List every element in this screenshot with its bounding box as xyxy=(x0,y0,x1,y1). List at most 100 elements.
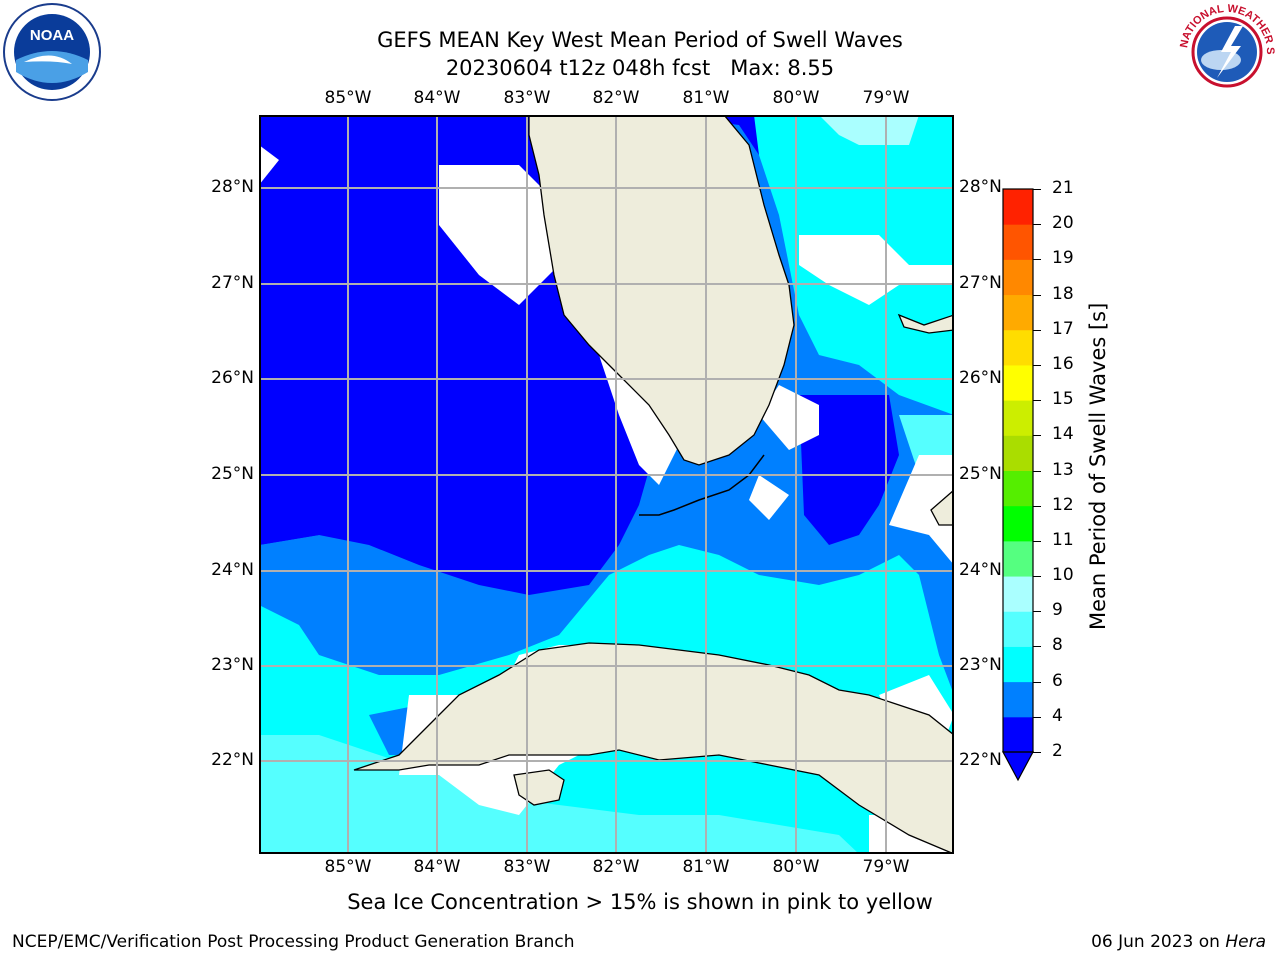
colorbar-tick xyxy=(1033,259,1041,261)
land-andros xyxy=(930,489,954,526)
chart-title: GEFS MEAN Key West Mean Period of Swell … xyxy=(0,26,1280,82)
map-panel xyxy=(259,115,954,854)
colorbar-cell xyxy=(1003,259,1033,296)
map-frame xyxy=(259,115,954,854)
colorbar-cell xyxy=(1003,505,1033,542)
lon-label-bottom: 84°W xyxy=(413,857,461,877)
colorbar-tick xyxy=(1033,540,1041,542)
lon-label-bottom: 81°W xyxy=(682,857,730,877)
land-bahamas xyxy=(897,313,954,334)
sea-ice-note: Sea Ice Concentration > 15% is shown in … xyxy=(347,890,933,914)
colorbar-tick xyxy=(1033,224,1041,226)
colorbar-tick xyxy=(1033,716,1041,718)
lat-label-left: 24°N xyxy=(211,560,254,580)
colorbar-tick-label: 17 xyxy=(1052,318,1074,339)
colorbar-tick xyxy=(1033,752,1041,753)
colorbar-tick xyxy=(1033,189,1041,190)
colorbar-tick xyxy=(1033,364,1041,366)
lon-label-top: 79°W xyxy=(862,88,910,108)
lat-label-right: 24°N xyxy=(959,560,1002,580)
lat-label-right: 22°N xyxy=(959,750,1002,770)
footer-host: Hera xyxy=(1225,932,1266,952)
colorbar-tick-label: 19 xyxy=(1052,248,1074,269)
lat-label-right: 25°N xyxy=(959,464,1002,484)
colorbar-tick xyxy=(1033,611,1041,613)
lat-label-left: 22°N xyxy=(211,750,254,770)
colorbar-tick-label: 2 xyxy=(1052,741,1063,761)
lon-label-top: 85°W xyxy=(324,88,372,108)
title-line-2: 20230604 t12z 048h fcst Max: 8.55 xyxy=(445,56,835,80)
ocean-light-cyan-south xyxy=(259,735,859,854)
colorbar-cell xyxy=(1003,646,1033,683)
colorbar-tick xyxy=(1033,576,1041,578)
colorbar-extend-arrow xyxy=(1001,751,1035,782)
lat-label-left: 28°N xyxy=(211,177,254,197)
nws-logo: NATIONAL WEATHER SERVICE xyxy=(1177,2,1276,99)
noaa-logo-text: NOAA xyxy=(30,27,74,44)
colorbar-tick-label: 16 xyxy=(1052,353,1074,374)
colorbar-tick xyxy=(1033,681,1041,683)
lat-label-left: 27°N xyxy=(211,273,254,293)
colorbar-tick xyxy=(1033,470,1041,472)
lon-label-top: 80°W xyxy=(772,88,820,108)
footer-branch: NCEP/EMC/Verification Post Processing Pr… xyxy=(12,932,575,952)
lat-label-right: 27°N xyxy=(959,273,1002,293)
colorbar-tick xyxy=(1033,646,1041,648)
lon-label-bottom: 80°W xyxy=(772,857,820,877)
lat-label-left: 26°N xyxy=(211,368,254,388)
colorbar-tick-label: 10 xyxy=(1052,565,1074,586)
land-florida xyxy=(528,115,795,466)
colorbar-cell xyxy=(1003,400,1033,436)
ocean-deep-blue-straits xyxy=(799,395,899,545)
colorbar-cell xyxy=(1003,716,1033,753)
colorbar-tick-label: 13 xyxy=(1052,459,1074,480)
colorbar-cell xyxy=(1003,364,1033,401)
colorbar-tick-label: 9 xyxy=(1052,600,1063,621)
colorbar xyxy=(1001,188,1035,782)
footer-date-text: 06 Jun 2023 on xyxy=(1091,932,1226,952)
colorbar-cell xyxy=(1003,681,1033,718)
colorbar-tick-label: 12 xyxy=(1052,494,1074,515)
lat-label-right: 28°N xyxy=(959,177,1002,197)
lat-label-right: 26°N xyxy=(959,368,1002,388)
noaa-logo: NOAA xyxy=(3,3,101,101)
lon-label-bottom: 79°W xyxy=(862,857,910,877)
colorbar-cell xyxy=(1003,189,1033,225)
colorbar-tick-label: 15 xyxy=(1052,389,1074,410)
title-line-1: GEFS MEAN Key West Mean Period of Swell … xyxy=(377,28,903,52)
lon-label-top: 82°W xyxy=(592,88,640,108)
colorbar-tick-label: 11 xyxy=(1052,529,1074,550)
colorbar-tick-label: 21 xyxy=(1052,178,1074,198)
lat-label-left: 23°N xyxy=(211,655,254,675)
lat-lon-grid xyxy=(259,115,954,854)
colorbar-tick-label: 8 xyxy=(1052,635,1063,656)
lat-label-right: 23°N xyxy=(959,655,1002,675)
colorbar-cell xyxy=(1003,540,1033,577)
colorbar-tick xyxy=(1033,329,1041,331)
colorbar-tick-label: 4 xyxy=(1052,705,1063,726)
colorbar-cell xyxy=(1003,435,1033,471)
colorbar-cell xyxy=(1003,611,1033,647)
lon-label-bottom: 85°W xyxy=(324,857,372,877)
colorbar-tick xyxy=(1033,294,1041,296)
lon-label-bottom: 82°W xyxy=(592,857,640,877)
lon-label-bottom: 83°W xyxy=(503,857,551,877)
land-cuba xyxy=(353,642,954,854)
colorbar-tick xyxy=(1033,435,1041,437)
colorbar-cell xyxy=(1003,329,1033,366)
colorbar-tick-label: 20 xyxy=(1052,213,1074,234)
lon-label-top: 84°W xyxy=(413,88,461,108)
colorbar-tick-label: 6 xyxy=(1052,670,1063,691)
colorbar-tick xyxy=(1033,400,1041,402)
lon-label-top: 83°W xyxy=(503,88,551,108)
colorbar-cell xyxy=(1003,470,1033,507)
colorbar-title: Mean Period of Swell Waves [s] xyxy=(1086,302,1110,630)
colorbar-tick-label: 14 xyxy=(1052,424,1074,445)
footer-date: 06 Jun 2023 on Hera xyxy=(1091,932,1266,952)
lat-label-left: 25°N xyxy=(211,464,254,484)
colorbar-cell xyxy=(1003,576,1033,612)
colorbar-cell xyxy=(1003,294,1033,331)
colorbar-cell xyxy=(1003,224,1033,260)
colorbar-tick xyxy=(1033,505,1041,507)
colorbar-tick-label: 18 xyxy=(1052,283,1074,304)
